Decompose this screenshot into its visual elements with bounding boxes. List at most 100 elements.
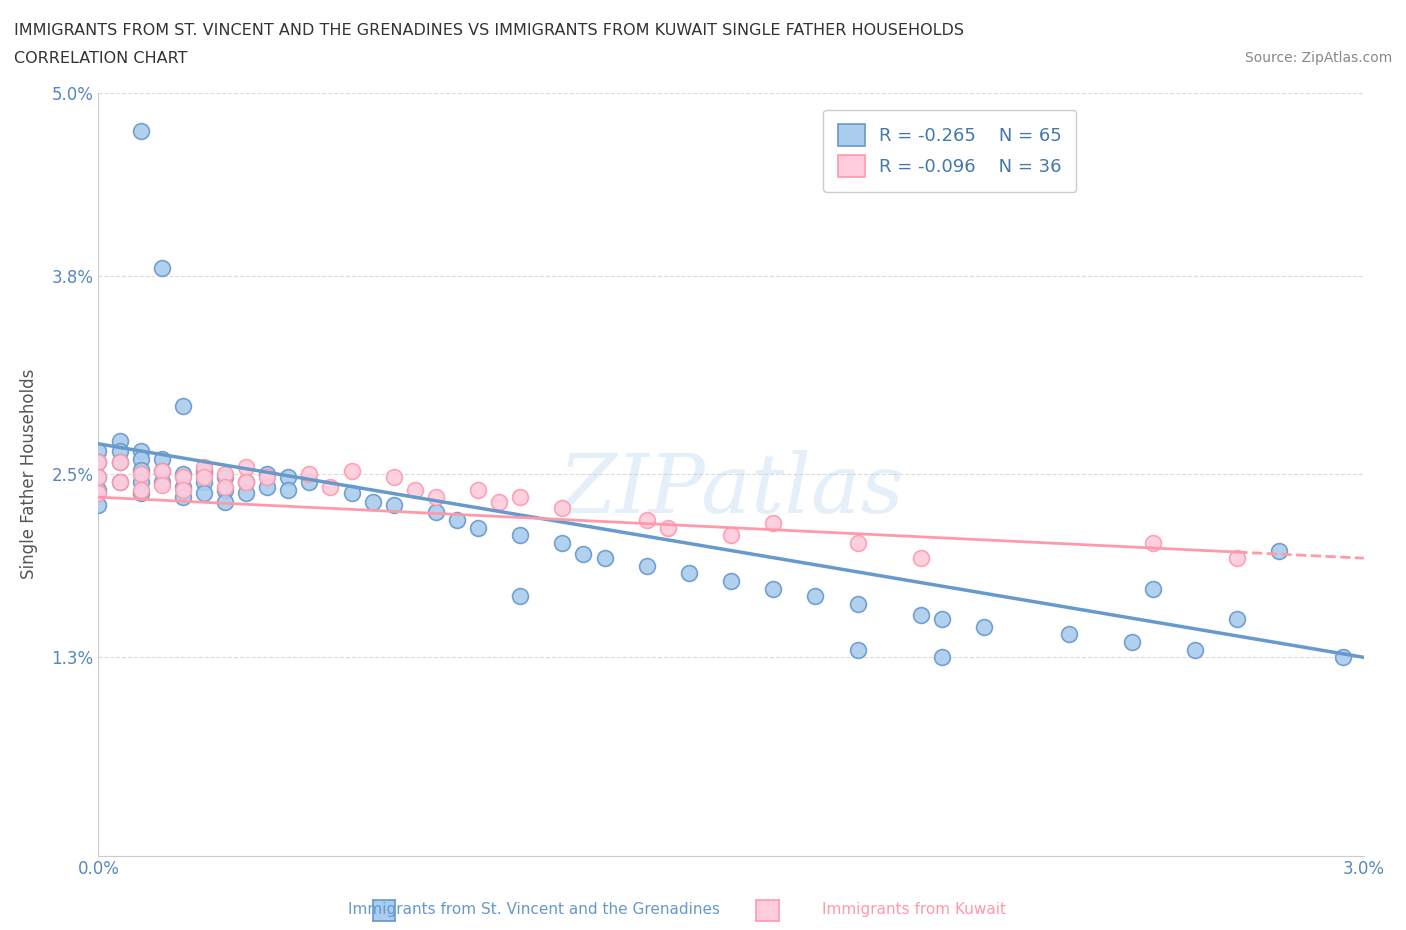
Point: [172, 482, 194, 497]
Point: [762, 515, 785, 530]
Point: [636, 512, 658, 527]
Point: [467, 482, 489, 497]
Point: [214, 470, 236, 485]
Point: [87, 455, 110, 470]
Point: [1121, 634, 1143, 649]
Point: [340, 485, 363, 500]
Point: [551, 500, 574, 515]
Point: [277, 482, 299, 497]
Point: [87, 482, 110, 497]
Point: [404, 482, 426, 497]
Point: [1268, 543, 1291, 558]
Point: [846, 536, 869, 551]
Point: [340, 464, 363, 479]
Point: [129, 467, 152, 482]
Point: [129, 462, 152, 477]
Point: [973, 619, 995, 634]
Point: [678, 566, 700, 581]
Point: [256, 470, 278, 485]
Point: [298, 467, 321, 482]
Point: [846, 643, 869, 658]
Point: [636, 558, 658, 573]
Text: ZIPatlas: ZIPatlas: [558, 449, 904, 529]
Point: [1331, 650, 1354, 665]
Point: [150, 452, 173, 467]
Text: Immigrants from St. Vincent and the Grenadines: Immigrants from St. Vincent and the Gren…: [349, 902, 720, 917]
Point: [214, 482, 236, 497]
Point: [235, 474, 257, 489]
Point: [720, 528, 742, 543]
Point: [129, 482, 152, 497]
Point: [446, 512, 468, 527]
Point: [846, 596, 869, 611]
Point: [193, 470, 215, 485]
Point: [298, 474, 321, 489]
Point: [108, 474, 131, 489]
Text: CORRELATION CHART: CORRELATION CHART: [14, 51, 187, 66]
Text: IMMIGRANTS FROM ST. VINCENT AND THE GRENADINES VS IMMIGRANTS FROM KUWAIT SINGLE : IMMIGRANTS FROM ST. VINCENT AND THE GREN…: [14, 23, 965, 38]
Point: [593, 551, 616, 565]
Point: [129, 452, 152, 467]
Point: [172, 470, 194, 485]
Point: [720, 574, 742, 589]
Point: [150, 261, 173, 276]
Point: [108, 444, 131, 458]
Point: [657, 520, 679, 535]
Point: [1057, 627, 1080, 642]
Point: [172, 479, 194, 494]
Point: [572, 546, 595, 561]
Point: [150, 477, 173, 492]
Text: Source: ZipAtlas.com: Source: ZipAtlas.com: [1244, 51, 1392, 65]
Point: [235, 459, 257, 474]
Point: [108, 455, 131, 470]
Point: [150, 474, 173, 489]
Point: [193, 464, 215, 479]
Point: [277, 470, 299, 485]
Point: [509, 589, 531, 604]
Point: [319, 479, 342, 494]
Point: [108, 455, 131, 470]
Point: [910, 607, 932, 622]
Point: [193, 485, 215, 500]
Point: [361, 495, 384, 510]
Point: [235, 474, 257, 489]
Point: [172, 490, 194, 505]
Point: [931, 650, 953, 665]
Point: [467, 520, 489, 535]
Point: [87, 470, 110, 485]
Point: [256, 467, 278, 482]
Point: [108, 474, 131, 489]
Point: [150, 464, 173, 479]
Point: [910, 551, 932, 565]
Point: [214, 495, 236, 510]
Point: [509, 528, 531, 543]
Point: [87, 444, 110, 458]
Point: [425, 505, 447, 520]
Legend: R = -0.265    N = 65, R = -0.096    N = 36: R = -0.265 N = 65, R = -0.096 N = 36: [824, 110, 1077, 192]
Point: [193, 474, 215, 489]
Point: [804, 589, 827, 604]
Point: [214, 479, 236, 494]
Point: [1226, 551, 1249, 565]
Point: [425, 490, 447, 505]
Point: [87, 485, 110, 500]
Point: [1184, 643, 1206, 658]
Point: [87, 498, 110, 512]
Point: [150, 464, 173, 479]
Point: [129, 444, 152, 458]
Point: [172, 467, 194, 482]
Point: [87, 470, 110, 485]
Y-axis label: Single Father Households: Single Father Households: [20, 369, 38, 579]
Point: [382, 470, 405, 485]
Point: [129, 485, 152, 500]
Point: [256, 479, 278, 494]
Point: [488, 495, 510, 510]
Point: [129, 474, 152, 489]
Point: [509, 490, 531, 505]
Point: [193, 459, 215, 474]
Point: [1142, 536, 1164, 551]
Point: [129, 124, 152, 139]
Point: [87, 455, 110, 470]
Point: [1142, 581, 1164, 596]
Point: [1226, 612, 1249, 627]
